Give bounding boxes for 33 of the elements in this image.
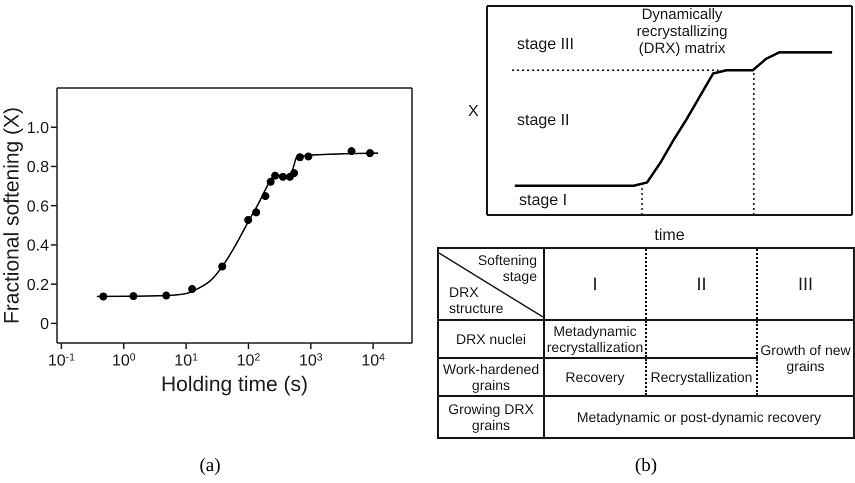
text: (a) bbox=[198, 455, 222, 477]
text: Growing DRX grains bbox=[438, 396, 544, 438]
annotation: stage I bbox=[519, 192, 568, 210]
y-tick-label: 0 bbox=[40, 316, 50, 333]
x-axis-title: Holding time (s) bbox=[160, 373, 308, 396]
y-tick-label: 0.4 bbox=[26, 238, 50, 255]
x-tick-label: 10$^{0}$ bbox=[112, 352, 136, 370]
text: DRX nuclei bbox=[438, 320, 544, 358]
text: Metadynamic or post-dynamic recovery bbox=[576, 408, 822, 427]
text: (b) bbox=[634, 455, 658, 477]
text: Work-hardened grains bbox=[438, 358, 544, 396]
text: I bbox=[544, 248, 646, 320]
text: Growth of new grains bbox=[757, 320, 854, 396]
text: Metadynamic recrystallization bbox=[544, 320, 646, 358]
y-axis-title: X bbox=[468, 103, 479, 120]
y-tick-label: 0.6 bbox=[26, 198, 50, 216]
annotation: stage III bbox=[517, 36, 574, 54]
y-tick-label: 0.2 bbox=[26, 276, 50, 294]
text: III bbox=[757, 248, 854, 320]
annotation: Dynamically recrystallizing (DRX) matrix bbox=[636, 6, 728, 57]
text: Recovery bbox=[544, 358, 646, 396]
x-axis-title: time bbox=[654, 227, 685, 244]
y-tick-label: 0.8 bbox=[26, 159, 50, 176]
y-tick-label: 1.0 bbox=[26, 120, 50, 137]
y-axis-title: Fractional softening (X) bbox=[0, 106, 24, 324]
x-tick-label: 10$^{4}$ bbox=[361, 352, 386, 370]
text: II bbox=[646, 248, 757, 320]
text: Recrystallization bbox=[646, 358, 757, 396]
annotation: stage II bbox=[517, 112, 570, 130]
x-tick-label: 10$^{1}$ bbox=[174, 352, 198, 370]
x-tick-label: 10$^{3}$ bbox=[299, 352, 323, 370]
x-tick-label: 10$^{2}$ bbox=[236, 352, 260, 370]
x-tick-label: 10$^{-1}$ bbox=[48, 352, 76, 370]
